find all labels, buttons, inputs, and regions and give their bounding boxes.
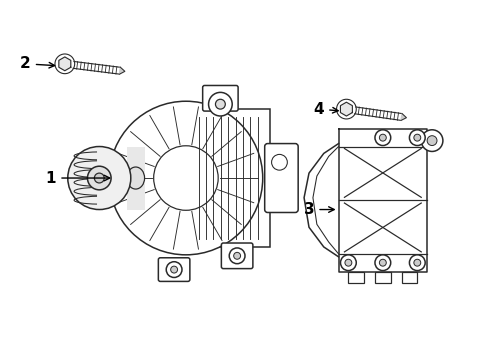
Text: 2: 2 (20, 56, 54, 71)
Circle shape (375, 130, 391, 145)
Circle shape (375, 255, 391, 271)
Circle shape (234, 252, 241, 259)
Circle shape (379, 259, 386, 266)
Circle shape (414, 259, 421, 266)
Circle shape (154, 146, 218, 210)
Circle shape (337, 99, 356, 119)
Bar (375, 271, 391, 283)
Circle shape (209, 93, 232, 116)
Circle shape (345, 259, 352, 266)
Circle shape (379, 134, 386, 141)
Polygon shape (59, 57, 71, 71)
Bar (348, 271, 364, 283)
FancyBboxPatch shape (221, 243, 253, 269)
Circle shape (171, 266, 177, 273)
Circle shape (68, 147, 131, 210)
Circle shape (88, 166, 111, 190)
Text: 3: 3 (304, 202, 334, 217)
FancyBboxPatch shape (265, 144, 298, 212)
Circle shape (216, 99, 225, 109)
Circle shape (410, 130, 425, 145)
FancyBboxPatch shape (158, 258, 190, 282)
Bar (191, 109, 270, 247)
Circle shape (271, 154, 287, 170)
Circle shape (414, 134, 421, 141)
Circle shape (421, 130, 443, 152)
Bar (127, 147, 145, 210)
Polygon shape (401, 113, 406, 120)
Circle shape (410, 255, 425, 271)
Circle shape (109, 101, 263, 255)
Circle shape (229, 248, 245, 264)
Circle shape (166, 262, 182, 278)
Circle shape (55, 54, 74, 74)
Bar (401, 271, 417, 283)
FancyBboxPatch shape (203, 85, 238, 111)
Circle shape (95, 173, 104, 183)
Polygon shape (120, 67, 125, 74)
Circle shape (341, 255, 356, 271)
Text: 4: 4 (314, 102, 338, 117)
Text: 1: 1 (46, 171, 110, 185)
Ellipse shape (127, 167, 145, 189)
Circle shape (427, 136, 437, 145)
Polygon shape (341, 102, 352, 116)
